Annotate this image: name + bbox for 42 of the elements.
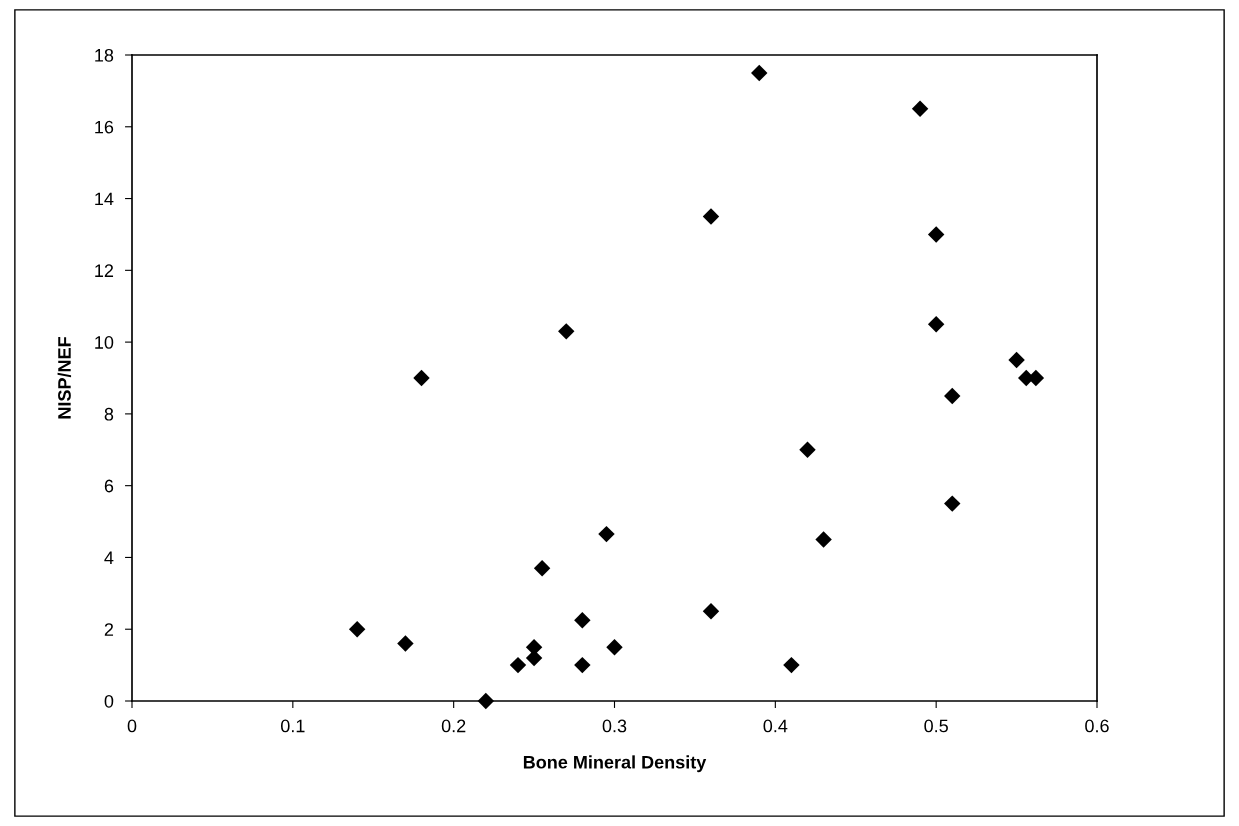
point	[477, 692, 495, 710]
y-tick-label: 0	[104, 694, 114, 708]
point	[927, 226, 945, 243]
x-tick-label: 0	[127, 719, 137, 733]
x-tick-label: 0.3	[602, 719, 627, 733]
y-tick-label: 8	[104, 407, 114, 421]
x-tick-label: 0.6	[1085, 719, 1109, 733]
point	[558, 323, 575, 340]
point	[944, 495, 961, 512]
y-tick-label: 12	[95, 264, 114, 277]
point	[783, 656, 800, 674]
y-tick-label: 18	[95, 48, 114, 62]
x-tick-label: 0.4	[763, 719, 788, 733]
point	[533, 559, 551, 577]
x-tick-label: 0.2	[441, 719, 466, 733]
point	[702, 603, 720, 620]
x-tick-label: 0.5	[924, 719, 948, 733]
point	[702, 208, 720, 225]
point	[799, 441, 816, 458]
point	[911, 100, 929, 118]
y-axis-title: NISP/NEF	[57, 337, 72, 419]
point	[574, 612, 591, 629]
point	[574, 656, 591, 674]
point	[509, 656, 527, 674]
point	[413, 369, 430, 387]
point	[944, 387, 961, 405]
point	[598, 525, 615, 543]
y-tick-label: 2	[104, 623, 114, 636]
point	[815, 531, 832, 548]
y-tick-label: 14	[95, 192, 114, 206]
x-tick-label: 0.1	[280, 719, 305, 733]
y-tick-label: 6	[104, 479, 114, 493]
y-tick-label: 4	[104, 551, 114, 564]
point	[751, 64, 768, 82]
point	[606, 638, 623, 656]
y-tick-label: 10	[95, 336, 114, 349]
y-tick-label: 16	[95, 120, 114, 134]
point	[1008, 351, 1025, 369]
point	[348, 621, 366, 638]
point	[397, 635, 414, 652]
point	[927, 315, 945, 333]
x-axis-title: Bone Mineral Density	[523, 755, 707, 773]
